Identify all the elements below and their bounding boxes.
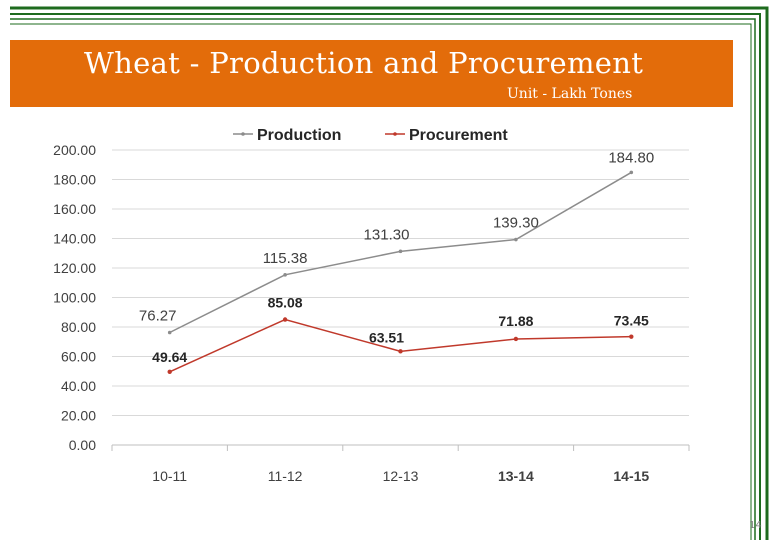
- x-tick-label: 12-13: [383, 468, 419, 484]
- data-label: 85.08: [268, 295, 303, 311]
- data-label: 139.30: [493, 215, 539, 232]
- data-label: 63.51: [369, 329, 404, 345]
- y-tick-label: 180.00: [53, 172, 96, 188]
- legend-label: Procurement: [409, 127, 508, 144]
- y-tick-label: 80.00: [61, 319, 96, 335]
- data-point: [398, 349, 403, 354]
- y-tick-label: 100.00: [53, 290, 96, 306]
- data-point: [513, 336, 519, 342]
- y-tick-label: 140.00: [53, 231, 96, 247]
- data-point: [282, 317, 288, 322]
- y-tick-label: 0.00: [69, 437, 96, 453]
- y-tick-label: 160.00: [53, 201, 96, 217]
- data-label: 49.64: [152, 349, 187, 365]
- data-label: 131.30: [364, 226, 410, 243]
- page-number: 14: [749, 520, 762, 531]
- data-label: 184.80: [608, 149, 654, 166]
- x-tick-label: 10-11: [152, 468, 187, 484]
- y-tick-label: 200.00: [53, 142, 96, 158]
- x-tick-label: 13-14: [498, 468, 534, 484]
- data-label: 73.45: [614, 313, 649, 329]
- unit-label: Unit - Lakh Tones: [507, 86, 633, 102]
- data-point: [283, 273, 287, 277]
- legend-swatch-marker: [393, 132, 397, 136]
- slide-title: Wheat - Production and Procurement: [84, 46, 644, 80]
- legend-label: Production: [257, 127, 341, 144]
- data-point: [398, 249, 403, 254]
- legend-swatch-marker: [241, 132, 245, 136]
- title-bar: [10, 40, 733, 107]
- data-point: [629, 170, 634, 175]
- y-tick-label: 40.00: [61, 378, 96, 394]
- y-tick-label: 120.00: [53, 260, 96, 276]
- data-label: 115.38: [263, 250, 308, 267]
- data-point: [514, 237, 518, 242]
- y-tick-label: 60.00: [61, 349, 96, 365]
- x-tick-label: 14-15: [613, 468, 649, 484]
- y-tick-label: 20.00: [61, 408, 96, 424]
- data-label: 76.27: [139, 308, 177, 325]
- data-label: 71.88: [498, 313, 533, 329]
- x-tick-label: 11-12: [268, 468, 303, 484]
- data-point: [167, 369, 172, 374]
- data-point: [167, 330, 172, 335]
- data-point: [629, 334, 634, 339]
